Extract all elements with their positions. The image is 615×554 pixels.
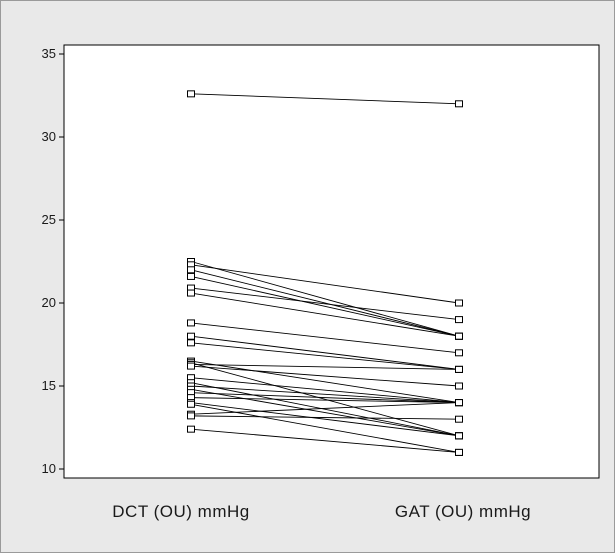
dct-point: [187, 289, 195, 297]
series-line: [190, 322, 460, 354]
series-pair: [187, 362, 463, 390]
series-line: [190, 363, 460, 370]
gat-point: [455, 448, 463, 456]
gat-point: [455, 299, 463, 307]
series-line: [190, 261, 460, 337]
gat-point: [455, 100, 463, 108]
series-line: [190, 276, 460, 337]
series-line: [190, 415, 460, 420]
x-category-label: DCT (OU) mmHg: [112, 502, 249, 521]
series-line: [190, 93, 460, 105]
y-tick-label: 35: [42, 46, 56, 61]
series-line: [190, 385, 460, 404]
series-line: [190, 402, 460, 437]
series-line: [190, 428, 460, 453]
dct-point: [187, 90, 195, 98]
series-layer: [187, 90, 463, 456]
series-pair: [187, 319, 463, 357]
plot-area: [63, 44, 600, 479]
series-pair: [187, 289, 463, 340]
dct-point: [187, 266, 195, 274]
series-line: [190, 264, 460, 304]
series-line: [190, 287, 460, 321]
y-tick-label: 10: [42, 461, 56, 476]
gat-point: [455, 415, 463, 423]
y-tick-label: 30: [42, 129, 56, 144]
gat-point: [455, 349, 463, 357]
dct-point: [187, 339, 195, 347]
dct-point: [187, 425, 195, 433]
gat-point: [455, 316, 463, 324]
series-line: [190, 362, 460, 437]
series-line: [190, 397, 460, 404]
gat-point: [455, 332, 463, 340]
series-line: [190, 335, 460, 370]
gat-point: [455, 382, 463, 390]
series-pair: [187, 90, 463, 108]
gat-point: [455, 432, 463, 440]
dct-point: [187, 400, 195, 408]
series-line: [190, 402, 460, 415]
series-line: [190, 292, 460, 337]
gat-point: [455, 399, 463, 407]
x-axis-labels: DCT (OU) mmHg GAT (OU) mmHg: [112, 502, 531, 521]
dct-point: [187, 412, 195, 420]
y-tick-label: 15: [42, 378, 56, 393]
y-axis: 10 15 20 25 30 35: [42, 46, 64, 476]
y-tick-label: 25: [42, 212, 56, 227]
dct-point: [187, 362, 195, 370]
series-line: [190, 392, 460, 404]
series-pair: [187, 261, 463, 307]
dct-point: [187, 272, 195, 280]
y-tick-label: 20: [42, 295, 56, 310]
series-line: [190, 342, 460, 370]
series-line: [190, 269, 460, 337]
x-category-label: GAT (OU) mmHg: [395, 502, 531, 521]
series-line: [190, 360, 460, 404]
gat-point: [455, 365, 463, 373]
series-line: [190, 388, 460, 437]
series-pair: [187, 412, 463, 423]
series-line: [190, 365, 460, 387]
series-line: [190, 377, 460, 404]
dct-point: [187, 332, 195, 340]
series-pair: [187, 425, 463, 456]
dct-point: [187, 319, 195, 327]
series-line: [190, 382, 460, 437]
